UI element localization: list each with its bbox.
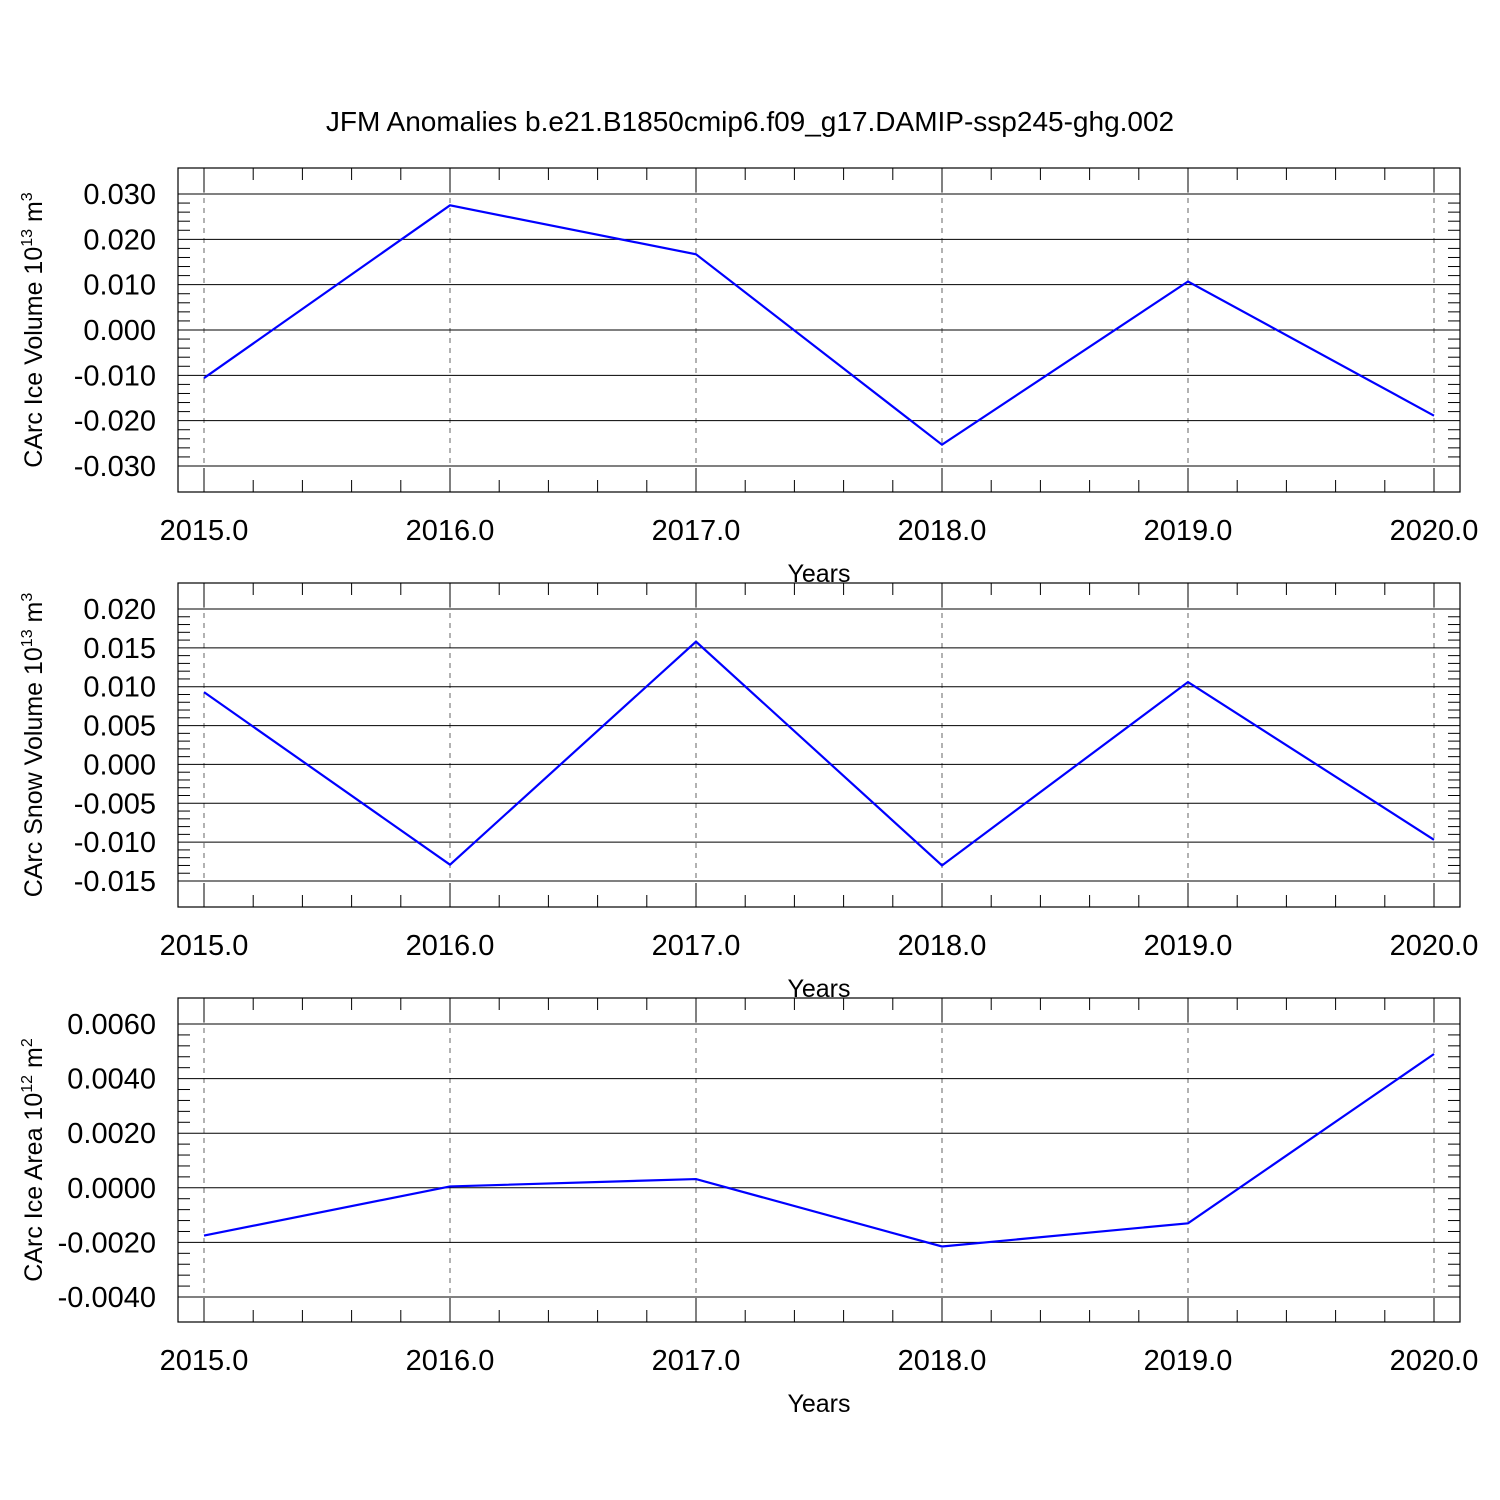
y-tick-label: -0.0040 [58,1282,156,1314]
x-tick-label: 2019.0 [1144,1345,1233,1377]
x-tick-label: 2018.0 [898,515,987,547]
y-tick-label: 0.020 [83,594,156,626]
x-tick-label: 2015.0 [160,1345,249,1377]
x-tick-label: 2017.0 [652,515,741,547]
y-tick-label: 0.0000 [67,1173,156,1205]
panel-2: -0.015 -0.010 -0.005 0.000 0.005 0.010 0.015 0.… [19,582,1479,1003]
y-tick-label: 0.005 [83,711,156,743]
x-tick-label: 2015.0 [160,515,249,547]
panel-3: -0.0040 -0.0020 0.0000 0.0020 0.0040 0.0060 20… [19,997,1479,1418]
y-axis-label: CArc Ice Volume 1013 m3 [19,192,48,468]
series-line [203,640,1435,867]
y-tick-label: -0.010 [74,360,156,392]
x-tick-label: 2020.0 [1390,515,1479,547]
x-tick-label: 2018.0 [898,930,987,962]
x-tick-label: 2016.0 [406,515,495,547]
x-axis-label: Years [787,975,850,1003]
y-tick-label: 0.0060 [67,1009,156,1041]
x-tick-label: 2020.0 [1390,930,1479,962]
x-tick-label: 2016.0 [406,930,495,962]
y-tick-label: -0.010 [74,827,156,859]
y-tick-label: -0.030 [74,451,156,483]
y-tick-label: 0.000 [83,315,156,347]
x-tick-label: 2016.0 [406,1345,495,1377]
series-line [203,204,1435,447]
series-line [203,1053,1435,1248]
y-tick-label: 0.000 [83,749,156,781]
x-axis-label: Years [787,560,850,588]
y-tick-label: 0.010 [83,672,156,704]
y-tick-label: 0.0040 [67,1064,156,1096]
panel-1: -0.030 -0.020 -0.010 0.000 0.010 0.020 0.030 20… [19,167,1479,588]
x-tick-label: 2018.0 [898,1345,987,1377]
y-axis-label: CArc Snow Volume 1013 m3 [19,593,48,898]
y-tick-label: -0.005 [74,788,156,820]
x-tick-label: 2015.0 [160,930,249,962]
plot-frame [177,582,1461,908]
x-tick-label: 2020.0 [1390,1345,1479,1377]
y-tick-label: -0.015 [74,866,156,898]
y-axis-label: CArc Ice Area 1012 m2 [19,1038,48,1282]
x-tick-label: 2019.0 [1144,930,1233,962]
y-tick-label: 0.020 [83,224,156,256]
y-tick-label: -0.0020 [58,1227,156,1259]
y-tick-label: 0.010 [83,270,156,302]
x-tick-label: 2017.0 [652,1345,741,1377]
x-tick-label: 2017.0 [652,930,741,962]
x-tick-label: 2019.0 [1144,515,1233,547]
x-axis-label: Years [787,1390,850,1418]
y-tick-label: -0.020 [74,406,156,438]
y-tick-label: 0.015 [83,633,156,665]
y-tick-label: 0.030 [83,179,156,211]
y-tick-label: 0.0020 [67,1118,156,1150]
plot-frame [177,997,1461,1323]
figure-title: JFM Anomalies b.e21.B1850cmip6.f09_g17.D… [326,106,1174,137]
